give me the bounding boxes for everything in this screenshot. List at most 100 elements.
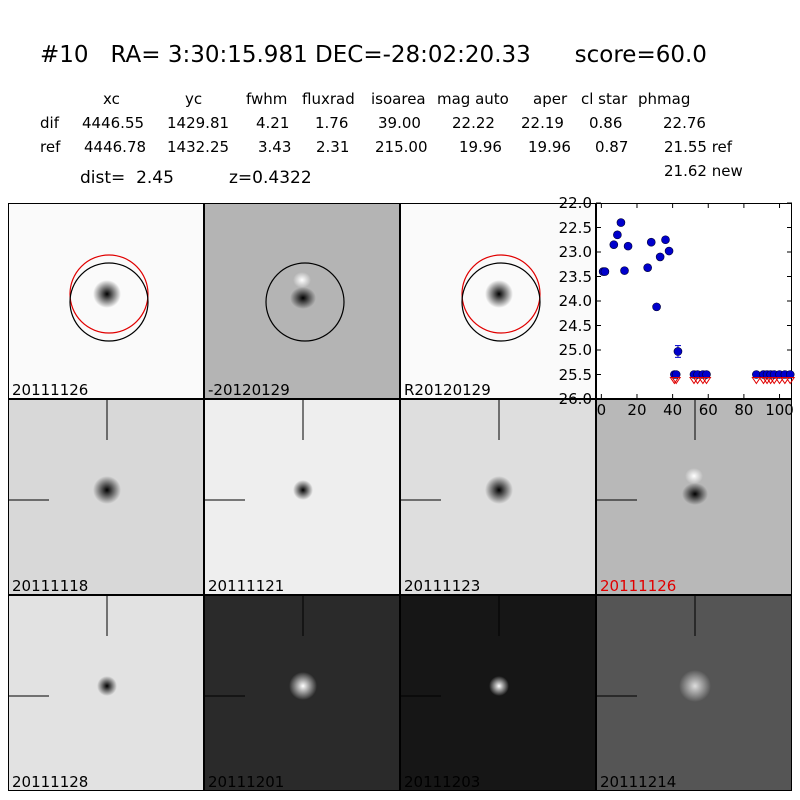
source-spot [289,672,317,700]
panel-label: 20111201 [208,773,285,791]
light-curve-plot [596,202,796,400]
data-point [609,240,619,249]
stamp-image [205,596,317,700]
dipole-dark-lobe [682,483,708,505]
row-label-ref: ref [40,138,61,156]
stamp-panel: 20111123 [400,399,596,595]
data-point [620,266,629,275]
x-tick-label: 80 [734,401,754,419]
table-cell: 1432.25 [167,138,230,156]
col-header: fluxrad [302,90,355,108]
panel-label: 20111118 [12,577,89,595]
stamp-panel: -20120129 [204,203,400,399]
upper-limit-arrow [785,377,796,385]
stamp-image [9,596,117,697]
upper-limit-arrow [692,377,703,385]
source-spot [489,676,509,696]
upper-limit-arrow [769,377,780,385]
dipole-dark-lobe [290,287,316,309]
table-cell: 2.31 [316,138,350,156]
upper-limit-point [702,370,711,379]
x-tick-label: 60 [698,401,718,419]
data-point [623,241,633,251]
stamp-panel: 20111214 [596,595,792,791]
data-point [664,246,674,256]
table-cell: 22.19 [521,114,564,132]
black-aperture-circle [265,262,345,342]
table-cell: 3.43 [258,138,292,156]
y-tick-label: 25.5 [558,365,592,384]
stamp-panel: 20111126 [8,203,204,399]
stamp-image [401,596,509,697]
panel-label: 20111126 [12,381,89,399]
page-title: #10 RA= 3:30:15.981 DEC=-28:02:20.33 sco… [40,42,707,68]
y-tick-label: 23.0 [558,243,592,261]
stamp-image [9,400,121,504]
upper-limit-point [785,370,795,379]
data-point [655,252,665,262]
table-cell: 22.76 [663,114,706,132]
stamp-image [69,254,149,342]
data-point [643,263,652,272]
phmag-new: 21.62 new [664,162,743,180]
upper-limit-arrow [701,377,712,385]
stamp-image [205,400,313,501]
data-point [616,218,626,227]
x-axis-labels: 0 20 40 60 80 100 [596,400,796,420]
dist-text: dist= 2.45 [80,168,174,188]
table-cell: 19.96 [459,138,502,156]
data-point [661,235,670,245]
upper-limit-arrow [779,377,790,385]
stamp-panel: 20111128 [8,595,204,791]
data-point [673,347,683,356]
source-spot [97,676,117,696]
source-spot [93,280,121,308]
y-tick-label: 24.0 [558,292,592,310]
x-tick-label: 20 [627,401,647,419]
stamp-image [461,254,541,342]
upper-limit-arrow [774,377,785,385]
col-header: aper [533,90,568,108]
data-point [613,230,622,240]
stamp-panel: 20111201 [204,595,400,791]
table-cell: 19.96 [528,138,571,156]
black-aperture-circle [461,262,541,342]
panel-label: -20120129 [208,381,290,399]
stamp-panel: 20111126 [596,399,792,595]
col-header: yc [185,90,203,108]
dipole-bright-lobe [293,272,311,288]
x-tick-label: 0 [596,401,607,419]
col-header: mag auto [437,90,509,108]
source-spot [485,280,513,308]
red-aperture-circle [69,254,149,334]
source-spot [485,476,513,504]
y-tick-label: 23.5 [558,267,592,286]
table-cell: 4.21 [256,114,290,132]
table-cell: 0.87 [595,138,629,156]
col-header: isoarea [371,90,426,108]
upper-limit-arrow [671,377,682,385]
data-point [646,237,656,247]
stamp-grid: 20111126 -20120129 R20120129 20111118 20… [8,203,792,791]
stamp-image [597,400,708,505]
x-tick-label: 40 [663,401,683,419]
table-cell: 21.55 ref [664,138,733,156]
table-cell: 39.00 [378,114,421,132]
stamp-panel: 20111121 [204,399,400,595]
y-tick-label: 24.5 [558,316,592,335]
y-tick-label: 26.0 [558,390,592,408]
x-tick-label: 100 [765,401,794,419]
table-cell: 4446.55 [82,114,145,132]
y-axis-labels: 22.0 22.5 23.0 23.5 24.0 24.5 25.0 25.5 26.0 [540,194,596,408]
panel-label: 20111214 [600,773,677,791]
data-point [652,302,661,312]
col-header: xc [103,90,120,108]
col-header: phmag [638,90,691,108]
red-aperture-circle [461,254,541,334]
stamp-panel: R20120129 [400,203,596,399]
y-tick-label: 25.0 [558,341,592,359]
stamp-panel: 20111118 [8,399,204,595]
source-spot [93,476,121,504]
table-cell: 215.00 [375,138,428,156]
table-cell: 22.22 [452,114,495,132]
